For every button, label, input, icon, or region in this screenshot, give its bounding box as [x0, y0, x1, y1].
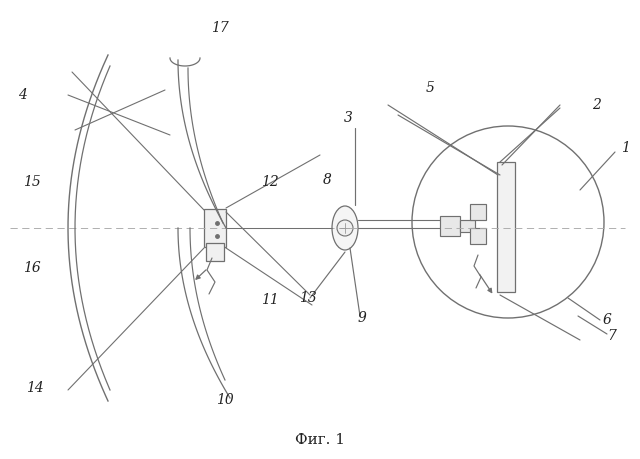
Text: 17: 17 — [211, 21, 229, 35]
Bar — [206, 243, 224, 261]
Bar — [460, 220, 475, 232]
Text: 11: 11 — [261, 293, 279, 307]
Text: 7: 7 — [607, 329, 616, 343]
Bar — [470, 228, 486, 244]
Text: 6: 6 — [603, 313, 611, 327]
Bar — [440, 216, 460, 236]
Text: 8: 8 — [323, 173, 332, 187]
Text: 9: 9 — [358, 311, 367, 325]
Text: 3: 3 — [344, 111, 353, 125]
Circle shape — [337, 220, 353, 236]
Text: 12: 12 — [261, 175, 279, 189]
Text: 15: 15 — [23, 175, 41, 189]
Text: Фиг. 1: Фиг. 1 — [295, 433, 345, 447]
Bar — [470, 204, 486, 220]
Bar — [204, 209, 226, 247]
Text: 10: 10 — [216, 393, 234, 407]
Text: 5: 5 — [426, 81, 435, 95]
Text: 4: 4 — [17, 88, 26, 102]
Text: 16: 16 — [23, 261, 41, 275]
Text: 14: 14 — [26, 381, 44, 395]
Bar — [497, 162, 515, 292]
Text: 2: 2 — [591, 98, 600, 112]
Text: 1: 1 — [621, 141, 629, 155]
Text: 13: 13 — [299, 291, 317, 305]
Ellipse shape — [332, 206, 358, 250]
